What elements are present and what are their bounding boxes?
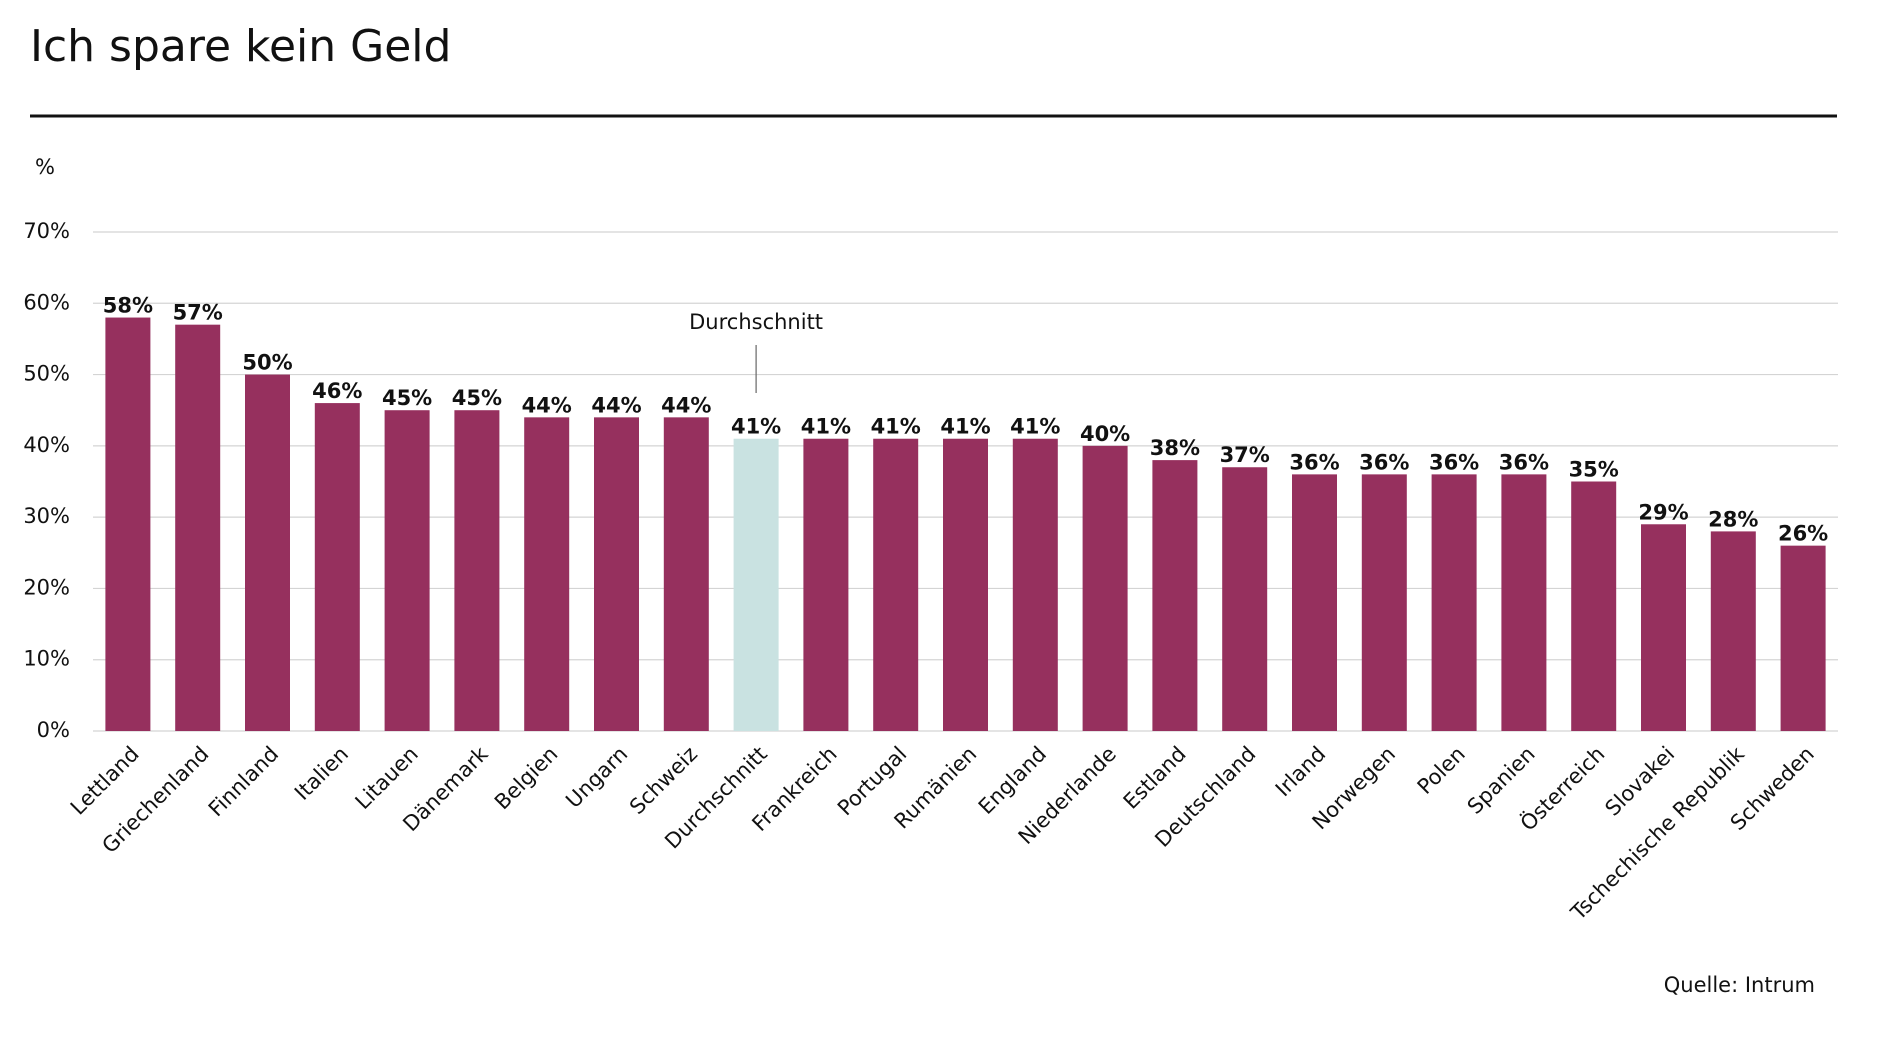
value-label: 50% xyxy=(242,351,292,375)
bar xyxy=(1152,460,1198,731)
value-label: 41% xyxy=(801,415,851,439)
bar xyxy=(803,438,849,731)
x-tick-label: Italien xyxy=(290,742,353,805)
value-label: 35% xyxy=(1569,458,1619,482)
bar xyxy=(733,438,779,731)
bar xyxy=(1012,438,1058,731)
y-tick-label: 50% xyxy=(23,362,70,386)
bar xyxy=(524,417,570,731)
x-tick-label: Polen xyxy=(1413,742,1470,799)
value-label: 29% xyxy=(1638,500,1688,524)
value-label: 44% xyxy=(661,393,711,417)
bar xyxy=(594,417,639,731)
chart-title: Ich spare kein Geld xyxy=(30,21,451,72)
x-tick-label: Irland xyxy=(1271,742,1331,802)
x-tick-label: Ungarn xyxy=(561,742,632,813)
value-label: 57% xyxy=(173,301,223,325)
bar xyxy=(943,438,988,731)
value-label: 45% xyxy=(452,386,502,410)
value-label: 41% xyxy=(940,415,990,439)
bar xyxy=(175,324,221,731)
value-label: 36% xyxy=(1429,450,1479,474)
bar xyxy=(1641,524,1686,731)
x-tick-label: Finnland xyxy=(204,742,283,821)
bar xyxy=(1501,474,1547,731)
y-tick-label: 0% xyxy=(37,718,70,742)
x-tick-label: Litauen xyxy=(351,742,423,814)
annotation: Durchschnitt xyxy=(689,310,823,334)
y-tick-label: 40% xyxy=(23,433,70,457)
y-tick-label: 20% xyxy=(23,575,70,599)
bar xyxy=(454,410,500,731)
value-label: 41% xyxy=(1010,415,1060,439)
bar xyxy=(1292,474,1337,731)
y-unit-label: % xyxy=(35,155,55,179)
source: Quelle: Intrum xyxy=(1664,973,1815,997)
value-label: 44% xyxy=(522,393,572,417)
y-tick-label: 10% xyxy=(23,647,70,671)
value-label: 26% xyxy=(1778,522,1828,546)
y-tick-label: 60% xyxy=(23,290,70,314)
bar xyxy=(663,417,709,731)
bar xyxy=(1082,445,1128,731)
bar xyxy=(105,317,151,731)
value-label: 38% xyxy=(1150,436,1200,460)
value-label: 40% xyxy=(1080,422,1130,446)
value-label: 28% xyxy=(1708,507,1758,531)
bar xyxy=(314,403,360,731)
bar xyxy=(873,438,919,731)
value-label: 36% xyxy=(1499,450,1549,474)
bar xyxy=(245,374,290,731)
bar xyxy=(1361,474,1407,731)
x-tick-label: Belgien xyxy=(490,742,563,815)
value-label: 46% xyxy=(312,379,362,403)
x-tick-label: Estland xyxy=(1119,742,1191,814)
value-label: 41% xyxy=(871,415,921,439)
bar xyxy=(1710,531,1756,731)
value-label: 36% xyxy=(1359,450,1409,474)
bar xyxy=(1222,467,1268,731)
y-tick-label: 30% xyxy=(23,504,70,528)
bar xyxy=(384,410,430,731)
y-tick-label: 70% xyxy=(23,219,70,243)
value-label: 36% xyxy=(1289,450,1339,474)
bar xyxy=(1431,474,1477,731)
bar xyxy=(1780,545,1826,731)
value-label: 37% xyxy=(1220,443,1270,467)
value-label: 41% xyxy=(731,415,781,439)
bar xyxy=(1571,481,1617,731)
value-label: 45% xyxy=(382,386,432,410)
value-label: 58% xyxy=(103,294,153,318)
value-label: 44% xyxy=(591,393,641,417)
